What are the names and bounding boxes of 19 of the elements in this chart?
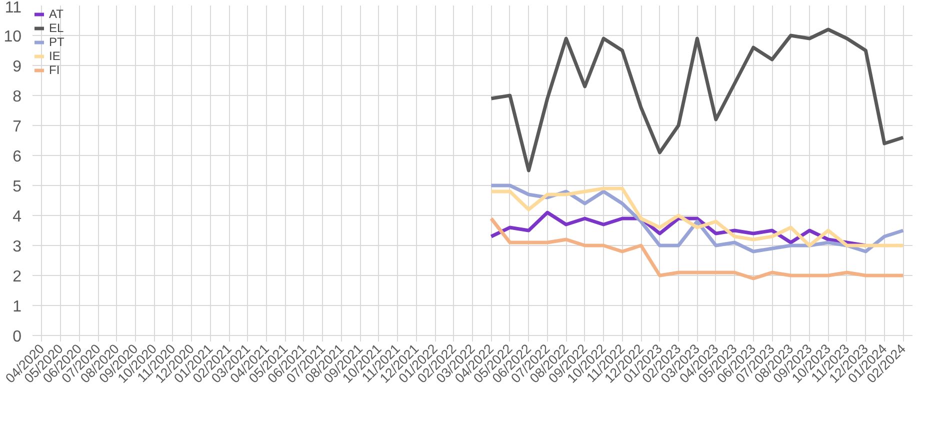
- y-tick-label: 10: [4, 28, 22, 46]
- legend-label: PT: [49, 35, 66, 49]
- y-tick-label: 7: [12, 118, 22, 136]
- y-tick-label: 4: [12, 208, 22, 226]
- y-tick-label: 9: [12, 58, 22, 76]
- legend-label: EL: [49, 21, 65, 35]
- y-tick-label: 6: [12, 148, 22, 166]
- y-tick-label: 5: [12, 178, 22, 196]
- legend-label: IE: [49, 49, 62, 63]
- line-series: [489, 28, 905, 172]
- y-tick-label: 3: [12, 238, 22, 256]
- y-tick-label: 11: [4, 0, 22, 16]
- legend-label: FI: [49, 63, 61, 77]
- line-series: [489, 216, 905, 280]
- y-tick-label: 0: [12, 328, 22, 346]
- legend-label: AT: [49, 7, 64, 21]
- y-tick-label: 1: [12, 298, 22, 316]
- y-tick-label: 8: [12, 88, 22, 106]
- y-tick-label: 2: [12, 268, 22, 286]
